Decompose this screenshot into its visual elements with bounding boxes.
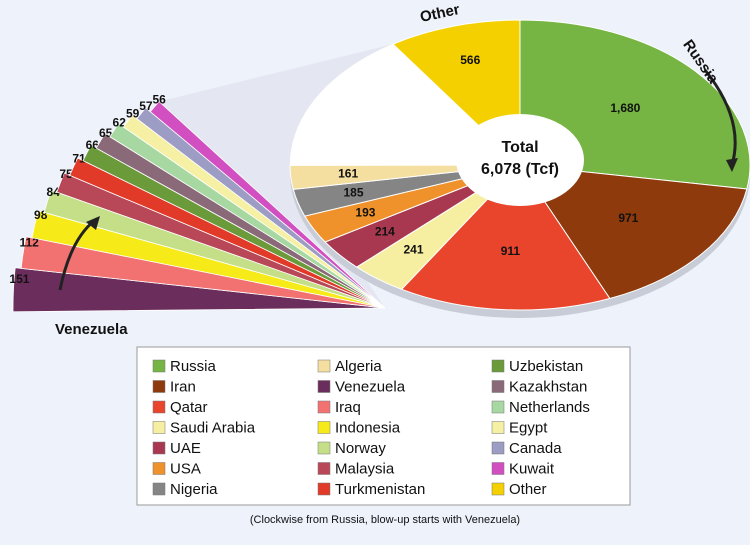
fan-slice [12,267,386,313]
legend-label: UAE [170,440,201,457]
annotation: Venezuela [55,321,128,338]
value-label: 57 [139,99,153,113]
legend-swatch [317,462,331,475]
legend-swatch [317,359,331,373]
legend-swatch [152,482,166,496]
fan-slice [109,123,386,309]
legend-swatch [491,400,505,414]
legend-label: Kazakhstan [509,378,587,395]
legend-label: Uzbekistan [509,358,583,375]
footnote: (Clockwise from Russia, blow-up starts w… [250,514,520,526]
legend-swatch [317,441,331,455]
fan-slice [43,189,386,309]
value-label: 911 [501,244,521,258]
value-label: 566 [460,53,480,67]
legend-label: Saudi Arabia [170,419,256,436]
value-label: 84 [47,185,61,199]
legend-label: USA [170,460,201,477]
legend-swatch [152,380,166,393]
annotation: Other [419,1,462,26]
fan-slice [56,172,386,309]
fan-slice [149,100,386,309]
value-label: 161 [338,166,358,180]
legend-label: Kuwait [509,460,555,477]
value-label: 65 [99,126,113,140]
legend-swatch [152,441,166,455]
legend-swatch [491,421,505,434]
legend-label: Iraq [335,399,361,416]
legend-label: Iran [170,378,196,395]
value-label: 185 [343,186,363,200]
legend-swatch [491,441,505,455]
legend-label: Other [509,481,547,498]
legend-swatch [491,482,505,496]
legend-label: Russia [170,358,217,375]
total-label: Total [501,139,538,156]
legend-label: Turkmenistan [335,481,425,498]
value-label: 56 [152,93,166,107]
legend-label: Canada [509,440,562,457]
pie-slice [518,164,748,300]
legend-swatch [152,400,166,414]
value-label: 59 [126,107,140,121]
fan-slice [31,210,386,309]
value-label: 62 [113,116,127,130]
pie-slice [400,164,611,311]
russia-arrow [703,69,737,166]
legend-label: Indonesia [335,419,401,436]
value-label: 193 [355,205,375,219]
legend-swatch [317,380,331,393]
value-label: 971 [618,211,638,225]
legend-swatch [491,359,505,373]
fan-slice [136,107,386,309]
value-label: 75 [59,167,73,181]
legend: Russia Iran Qatar Saudi Arabia UAE USA Nigeria… [152,358,590,498]
value-label: 241 [404,243,424,257]
value-label: 71 [72,151,86,165]
russia-arrowhead [726,158,738,172]
value-label: 66 [86,138,100,152]
legend-swatch [317,482,331,496]
legend-swatch [491,462,505,475]
legend-swatch [152,421,166,434]
legend-label: Egypt [509,419,548,436]
value-label: 112 [19,235,39,249]
value-label: 151 [9,272,29,286]
value-label: 1,680 [610,101,640,115]
legend-swatch [317,421,331,434]
fan-slice [95,133,386,309]
legend-swatch [491,380,505,393]
fan-slice [82,144,386,309]
legend-swatch [317,400,331,414]
legend-label: Qatar [170,399,208,416]
value-label: 214 [375,225,395,239]
fan-slice [122,114,386,309]
legend-box [136,346,631,506]
total-value: 6,078 (Tcf) [481,161,559,178]
legend-label: Malaysia [335,460,395,477]
legend-swatch [152,359,166,373]
fan-arrowhead [86,216,100,230]
legend-label: Venezuela [335,378,406,395]
legend-label: Nigeria [170,481,218,498]
legend-swatch [152,462,166,475]
center-disc [456,114,584,206]
legend-label: Algeria [335,358,382,375]
legend-label: Norway [335,440,386,457]
fan-slice [69,157,386,309]
legend-label: Netherlands [509,399,590,416]
